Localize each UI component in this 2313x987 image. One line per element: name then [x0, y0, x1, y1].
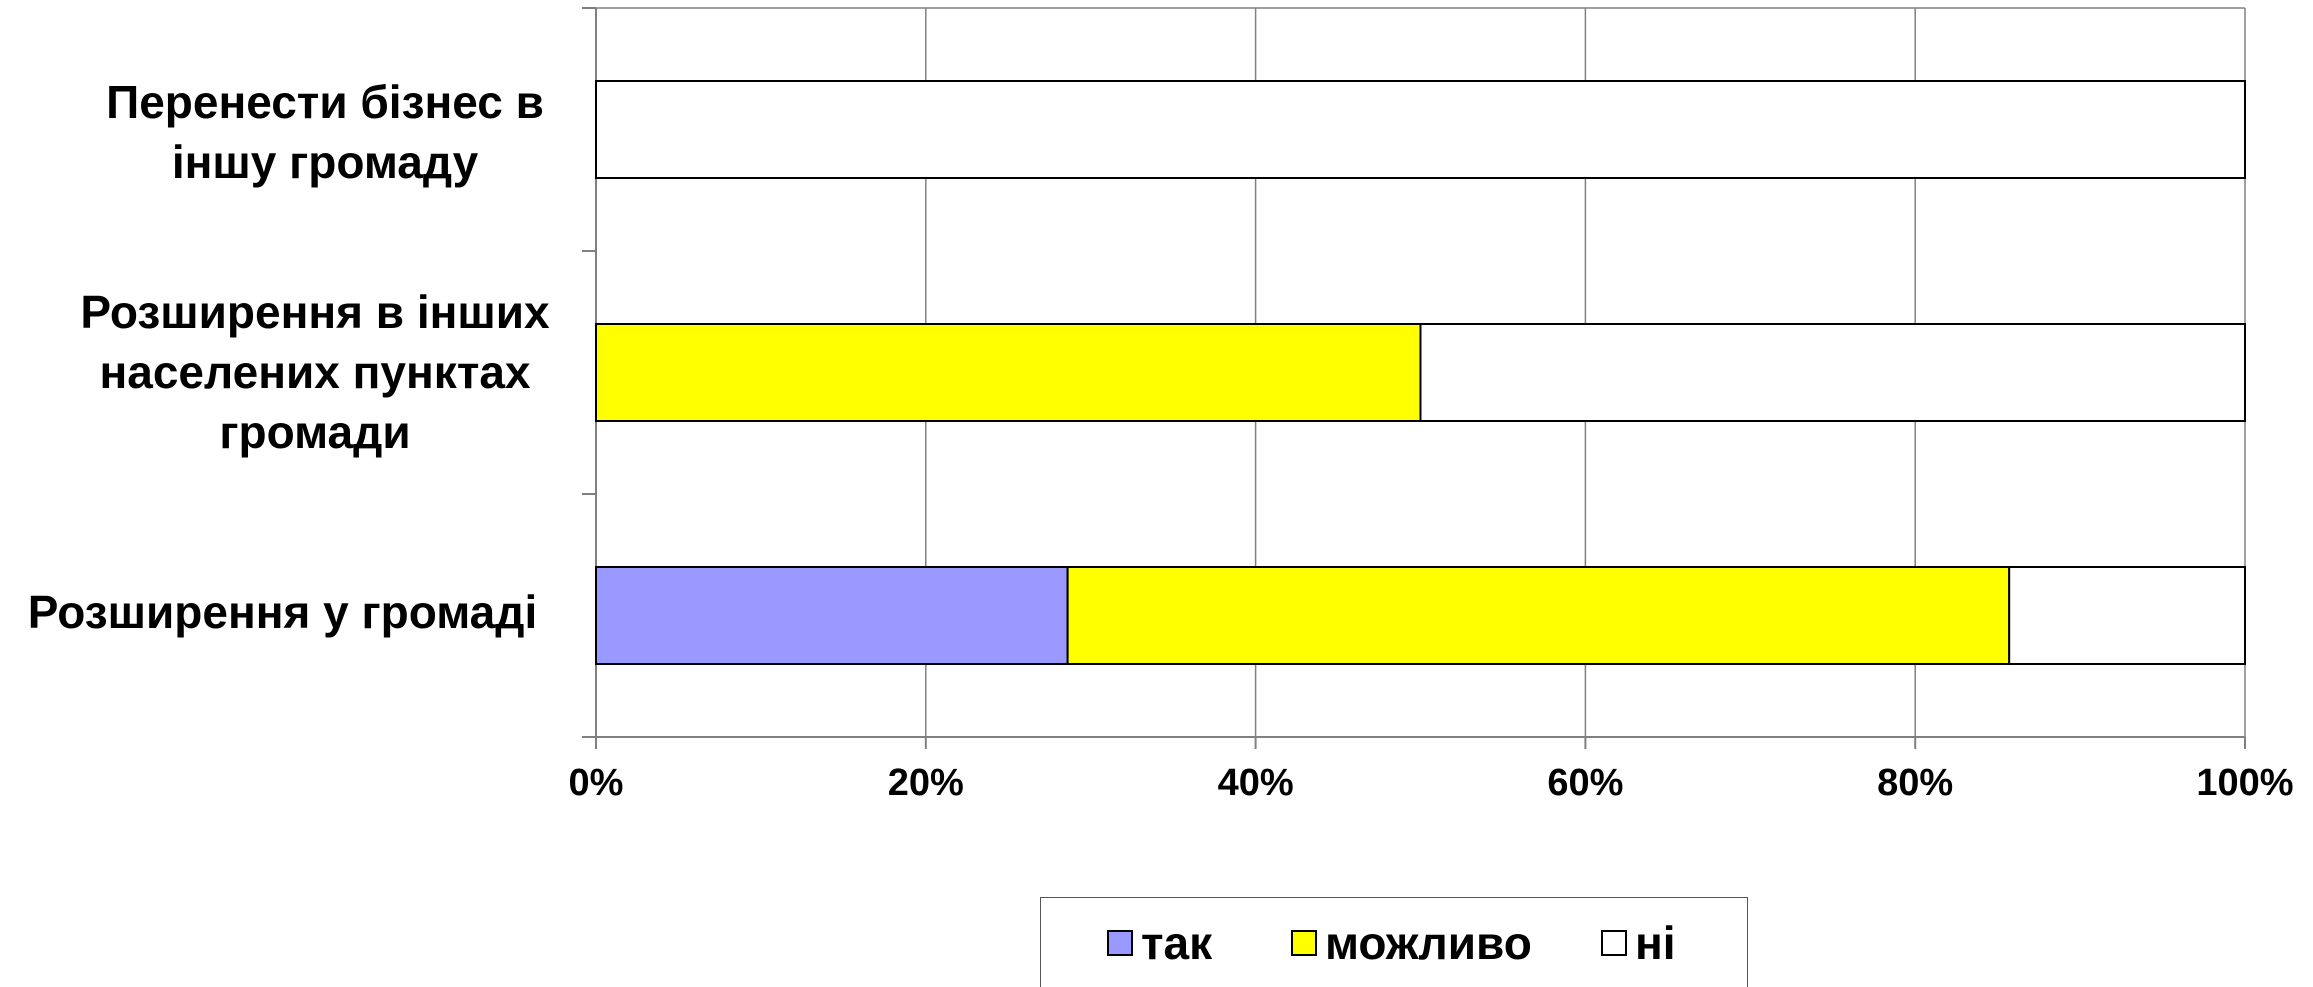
legend-swatch-ni — [1601, 930, 1627, 956]
bar-2-2 — [2008, 566, 2246, 665]
category-label-2: Розширення у громаді — [27, 586, 538, 638]
legend-swatch-mozhlyvo — [1291, 930, 1317, 956]
legend-label-tak: так — [1141, 917, 1213, 969]
legend-item-ni: ні — [1601, 917, 1676, 969]
legend-label-ni: ні — [1635, 917, 1676, 969]
x-tick-label-4: 80% — [1877, 762, 1953, 804]
x-tick-label-5: 100% — [2196, 762, 2293, 804]
x-tick-label-1: 20% — [888, 762, 964, 804]
legend-item-mozhlyvo: можливо — [1291, 917, 1532, 969]
legend-item-tak: так — [1107, 917, 1213, 969]
category-label-0: Перенести бізнес в іншу громаду — [106, 76, 544, 188]
legend-label-mozhlyvo: можливо — [1325, 917, 1532, 969]
bar-1-2 — [1419, 323, 2246, 422]
bar-2-1 — [1066, 566, 2011, 665]
legend: так можливо ні — [1040, 897, 1748, 987]
bar-2-0 — [595, 566, 1069, 665]
x-tick-label-0: 0% — [569, 762, 624, 804]
bar-1-1 — [595, 323, 1422, 422]
category-label-1: Розширення в інших населених пунктах гро… — [80, 286, 550, 458]
x-tick-label-2: 40% — [1218, 762, 1294, 804]
x-tick-label-3: 60% — [1547, 762, 1623, 804]
legend-swatch-tak — [1107, 930, 1133, 956]
bar-0-2 — [595, 80, 2246, 179]
